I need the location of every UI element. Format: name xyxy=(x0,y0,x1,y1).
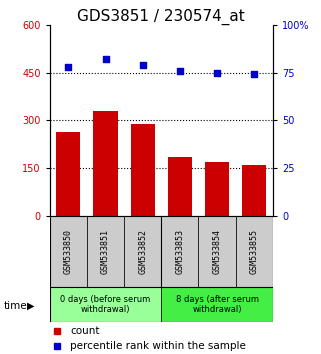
Text: 8 days (after serum
withdrawal): 8 days (after serum withdrawal) xyxy=(176,295,259,314)
Point xyxy=(177,68,182,74)
Point xyxy=(252,72,257,77)
Text: GSM533851: GSM533851 xyxy=(101,229,110,274)
Point xyxy=(214,70,220,75)
Bar xyxy=(198,216,236,287)
Bar xyxy=(242,165,266,216)
Bar xyxy=(168,157,192,216)
Bar xyxy=(87,216,124,287)
Bar xyxy=(50,216,87,287)
Text: count: count xyxy=(70,326,100,336)
Bar xyxy=(50,287,161,322)
Text: GSM533850: GSM533850 xyxy=(64,229,73,274)
Point xyxy=(103,56,108,62)
Text: GSM533855: GSM533855 xyxy=(250,229,259,274)
Bar xyxy=(124,216,161,287)
Point xyxy=(140,62,145,68)
Text: ▶: ▶ xyxy=(27,301,34,311)
Bar xyxy=(161,287,273,322)
Text: GSM533852: GSM533852 xyxy=(138,229,147,274)
Bar xyxy=(56,131,81,216)
Text: GSM533854: GSM533854 xyxy=(213,229,221,274)
Bar xyxy=(131,124,155,216)
Bar xyxy=(93,111,117,216)
Bar xyxy=(236,216,273,287)
Bar xyxy=(161,216,198,287)
Point xyxy=(66,64,71,70)
Text: time: time xyxy=(3,301,27,311)
Bar xyxy=(205,162,229,216)
Title: GDS3851 / 230574_at: GDS3851 / 230574_at xyxy=(77,8,245,25)
Text: GSM533853: GSM533853 xyxy=(175,229,184,274)
Text: 0 days (before serum
withdrawal): 0 days (before serum withdrawal) xyxy=(60,295,151,314)
Text: percentile rank within the sample: percentile rank within the sample xyxy=(70,341,246,350)
